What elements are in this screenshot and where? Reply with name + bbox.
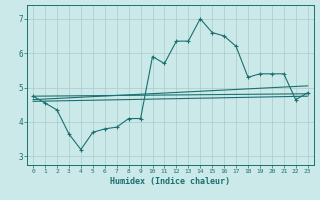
X-axis label: Humidex (Indice chaleur): Humidex (Indice chaleur) xyxy=(110,177,230,186)
